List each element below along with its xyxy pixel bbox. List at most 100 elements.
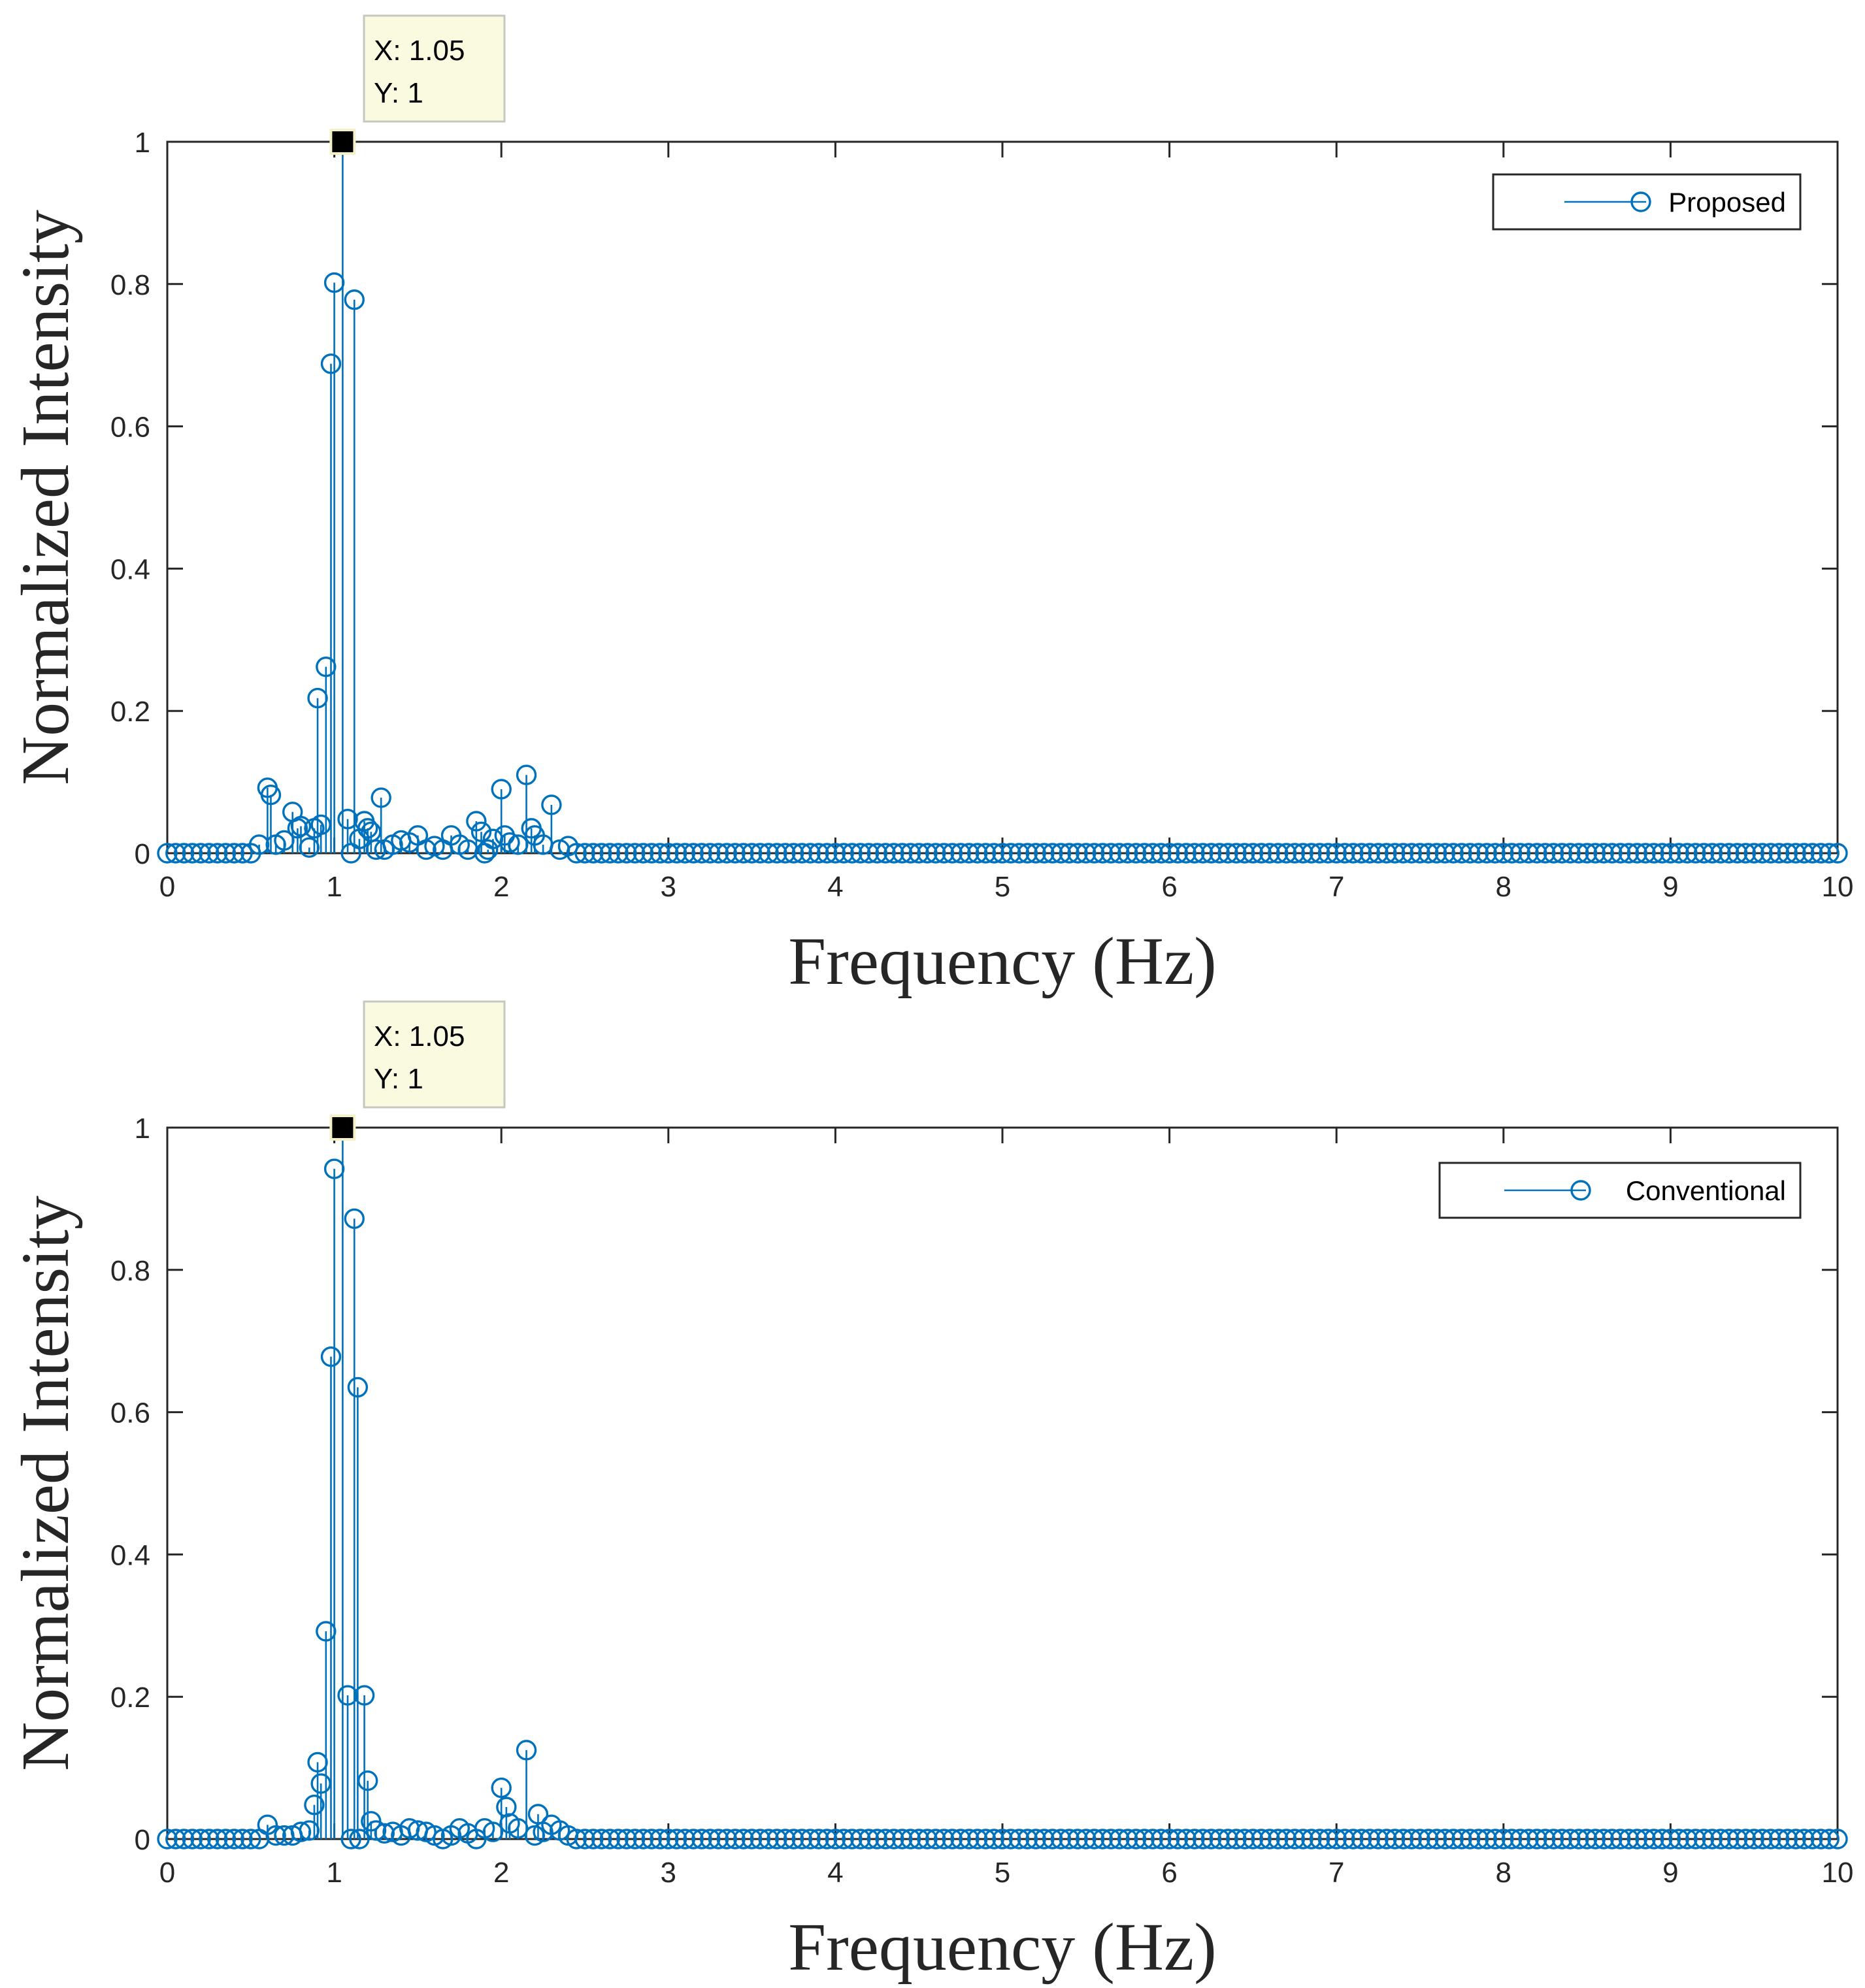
stem-marker <box>1719 843 1740 864</box>
stem-marker <box>1777 843 1798 864</box>
stem-marker <box>1142 843 1163 864</box>
stem-marker <box>1134 843 1155 864</box>
stem-marker <box>1752 843 1773 864</box>
stem-marker <box>950 1829 971 1849</box>
stem-marker <box>1134 1829 1155 1849</box>
stem-marker <box>616 1829 637 1849</box>
stem-marker <box>1276 843 1297 864</box>
stem-marker <box>320 1346 342 1367</box>
stem-marker <box>1217 1829 1238 1849</box>
stem-marker <box>1643 1829 1664 1849</box>
x-tick-label: 1 <box>326 1857 342 1889</box>
stem-marker <box>354 811 375 832</box>
stem-marker <box>1685 1829 1706 1849</box>
stem-marker <box>566 843 587 864</box>
stem-marker <box>1042 843 1063 864</box>
stem-marker <box>1376 1829 1397 1849</box>
stem-marker <box>1585 843 1606 864</box>
stem-marker <box>1317 843 1339 864</box>
stem-marker <box>1443 843 1464 864</box>
stem-marker <box>591 843 612 864</box>
stem-marker <box>992 843 1013 864</box>
stem-marker <box>1234 843 1255 864</box>
stem-marker <box>1268 1829 1289 1849</box>
stem-marker <box>1802 843 1823 864</box>
stem-marker <box>1384 843 1406 864</box>
stem-marker <box>1476 1829 1497 1849</box>
stem-marker <box>1651 1829 1673 1849</box>
stem-marker <box>1326 1829 1347 1849</box>
stem-marker <box>666 843 687 864</box>
stem-marker <box>959 1829 980 1849</box>
stem-marker <box>1635 843 1656 864</box>
stem-marker <box>1794 1829 1815 1849</box>
stem-marker <box>866 1829 888 1849</box>
stem-marker <box>1259 1829 1280 1849</box>
stem-marker <box>1593 843 1614 864</box>
stem-marker <box>583 843 604 864</box>
stem-marker <box>1059 843 1080 864</box>
top-plot-proposed: 0 1 2 3 4 5 6 7 8 9 10 0 0.2 0.4 0.6 0.8 1 Frequency (Hz)… <box>8 14 1853 999</box>
stem-marker <box>521 818 542 839</box>
stem-marker <box>1493 1829 1514 1849</box>
stem-marker <box>1017 843 1038 864</box>
stem-marker <box>491 1777 512 1799</box>
stem-marker <box>206 1829 228 1849</box>
stem-marker <box>775 1829 796 1849</box>
stem-marker <box>1359 843 1381 864</box>
stem-marker <box>725 843 746 864</box>
stem-marker <box>1794 843 1815 864</box>
y-tick-label: 1 <box>135 1113 150 1145</box>
stem-marker <box>1376 843 1397 864</box>
stem-marker <box>1393 843 1414 864</box>
stem-marker <box>1785 843 1806 864</box>
stem-marker <box>310 1773 331 1794</box>
stem-marker <box>1602 1829 1623 1849</box>
stem-marker <box>1117 1829 1138 1849</box>
legend-marker <box>1630 191 1651 212</box>
x-tick-label: 6 <box>1161 871 1177 903</box>
legend-label: Conventional <box>1626 1175 1786 1206</box>
stem-marker <box>1743 843 1764 864</box>
stem-marker <box>966 843 988 864</box>
stem-marker <box>1510 843 1531 864</box>
stem-marker <box>1008 1829 1030 1849</box>
stem-marker <box>1693 843 1715 864</box>
stem-marker <box>1200 1829 1222 1849</box>
stem-marker <box>1585 1829 1606 1849</box>
stem-marker <box>1551 843 1572 864</box>
stem-marker <box>1468 1829 1489 1849</box>
stem-marker <box>190 843 211 864</box>
stem-marker <box>950 843 971 864</box>
x-axis-title: Frequency (Hz) <box>788 1910 1216 1985</box>
stem-marker <box>1777 1829 1798 1849</box>
stem-marker <box>591 1829 612 1849</box>
x-tick-label: 5 <box>995 1857 1010 1889</box>
stem-marker <box>758 843 779 864</box>
stem-marker <box>1485 1829 1506 1849</box>
stem-marker <box>1443 1829 1464 1849</box>
stem-marker <box>891 843 913 864</box>
stem-marker <box>173 843 195 864</box>
stem-marker <box>992 1829 1013 1849</box>
y-tick-label: 1 <box>135 127 150 159</box>
stem-marker <box>1167 1829 1189 1849</box>
stem-marker <box>1359 1829 1381 1849</box>
stem-marker <box>1752 1829 1773 1849</box>
stem-marker <box>1677 1829 1698 1849</box>
stem-marker <box>1401 843 1422 864</box>
y-tick-label: 0 <box>135 838 150 870</box>
stem-marker <box>361 821 382 843</box>
stem-marker <box>1251 1829 1272 1849</box>
stem-marker <box>1217 843 1238 864</box>
y-tick-label: 0.4 <box>110 1539 150 1571</box>
stem-marker <box>767 1829 787 1849</box>
stem-marker <box>1034 843 1055 864</box>
stem-marker <box>816 843 838 864</box>
x-tick-label: 9 <box>1662 871 1678 903</box>
stem-marker <box>165 843 186 864</box>
stem-marker <box>1309 843 1330 864</box>
stem-marker <box>1560 843 1581 864</box>
stem-marker <box>683 1829 704 1849</box>
stem-marker <box>758 1829 779 1849</box>
